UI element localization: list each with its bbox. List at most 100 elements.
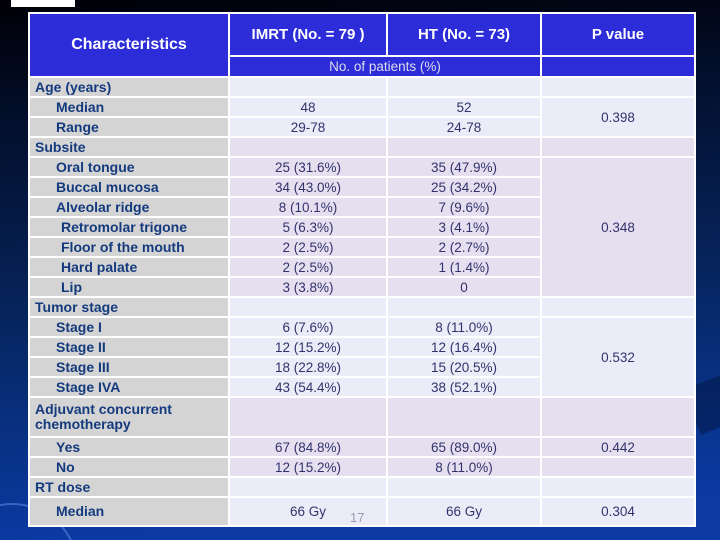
slide-top-tab-decoration [11, 0, 75, 7]
table-row: Stage III 18 (22.8%) 15 (20.5%) [30, 358, 694, 376]
p-value-cell: 0.304 [542, 498, 694, 525]
imrt-value-cell: 5 (6.3%) [230, 218, 386, 236]
row-label: Median [30, 498, 228, 525]
p-value-cell: 0.348 [542, 158, 694, 296]
column-header-p-value: P value [542, 14, 694, 55]
p-value-cell [542, 298, 694, 316]
ht-value-cell: 52 [388, 98, 540, 116]
column-header-characteristics: Characteristics [30, 14, 228, 76]
ht-value-cell: 7 (9.6%) [388, 198, 540, 216]
imrt-value-cell: 67 (84.8%) [230, 438, 386, 456]
imrt-value-cell: 2 (2.5%) [230, 258, 386, 276]
right-band-decoration [696, 0, 720, 540]
table-row: Buccal mucosa 34 (43.0%) 25 (34.2%) [30, 178, 694, 196]
table-row: Floor of the mouth 2 (2.5%) 2 (2.7%) [30, 238, 694, 256]
table-row: Stage II 12 (15.2%) 12 (16.4%) [30, 338, 694, 356]
ht-value-cell [388, 298, 540, 316]
row-label: Alveolar ridge [30, 198, 228, 216]
row-label: Stage IVA [30, 378, 228, 396]
p-value-cell [542, 478, 694, 496]
imrt-value-cell: 34 (43.0%) [230, 178, 386, 196]
row-label: Stage II [30, 338, 228, 356]
imrt-value-cell: 18 (22.8%) [230, 358, 386, 376]
characteristics-table: Characteristics IMRT (No. = 79 ) HT (No.… [28, 12, 696, 527]
ht-value-cell: 35 (47.9%) [388, 158, 540, 176]
ht-value-cell [388, 478, 540, 496]
table-row: Alveolar ridge 8 (10.1%) 7 (9.6%) [30, 198, 694, 216]
ht-value-cell: 24-78 [388, 118, 540, 136]
row-label: Yes [30, 438, 228, 456]
ht-value-cell: 15 (20.5%) [388, 358, 540, 376]
row-label: Range [30, 118, 228, 136]
ht-value-cell: 38 (52.1%) [388, 378, 540, 396]
ht-value-cell: 8 (11.0%) [388, 458, 540, 476]
table-row: Subsite [30, 138, 694, 156]
p-value-cell [542, 458, 694, 476]
row-label: Age (years) [30, 78, 228, 96]
p-value-cell [542, 78, 694, 96]
ht-value-cell [388, 78, 540, 96]
ht-value-cell: 1 (1.4%) [388, 258, 540, 276]
table-row: Adjuvant concurrent chemotherapy [30, 398, 694, 436]
column-header-ht: HT (No. = 73) [388, 14, 540, 55]
row-label: Stage I [30, 318, 228, 336]
ht-value-cell [388, 398, 540, 436]
table-row: Median 66 Gy 66 Gy 0.304 [30, 498, 694, 525]
imrt-value-cell: 12 (15.2%) [230, 338, 386, 356]
row-label: No [30, 458, 228, 476]
p-value-cell: 0.442 [542, 438, 694, 456]
row-label: Subsite [30, 138, 228, 156]
imrt-value-cell: 25 (31.6%) [230, 158, 386, 176]
row-label: Floor of the mouth [30, 238, 228, 256]
table-row: Oral tongue 25 (31.6%) 35 (47.9%) 0.348 [30, 158, 694, 296]
imrt-value-cell: 2 (2.5%) [230, 238, 386, 256]
column-header-imrt: IMRT (No. = 79 ) [230, 14, 386, 55]
row-label: Retromolar trigone [30, 218, 228, 236]
imrt-value-cell [230, 478, 386, 496]
imrt-value-cell: 3 (3.8%) [230, 278, 386, 296]
imrt-value-cell [230, 298, 386, 316]
imrt-value-cell [230, 138, 386, 156]
table-row: Range 29-78 24-78 [30, 118, 694, 136]
row-label: Tumor stage [30, 298, 228, 316]
ht-value-cell: 66 Gy [388, 498, 540, 525]
subheader-no-of-patients: No. of patients (%) [230, 57, 540, 76]
slide-page-number: 17 [350, 510, 365, 525]
table-header-row: Characteristics IMRT (No. = 79 ) HT (No.… [30, 14, 694, 76]
table-row: Tumor stage [30, 298, 694, 316]
table-row: Stage IVA 43 (54.4%) 38 (52.1%) [30, 378, 694, 396]
ht-value-cell: 8 (11.0%) [388, 318, 540, 336]
table-row: Lip 3 (3.8%) 0 [30, 278, 694, 296]
row-label: Oral tongue [30, 158, 228, 176]
p-value-cell: 0.532 [542, 318, 694, 396]
imrt-value-cell: 48 [230, 98, 386, 116]
table-row: No 12 (15.2%) 8 (11.0%) [30, 458, 694, 476]
table-row: Retromolar trigone 5 (6.3%) 3 (4.1%) [30, 218, 694, 236]
row-label: Hard palate [30, 258, 228, 276]
imrt-value-cell: 66 Gy [230, 498, 386, 525]
ht-value-cell: 0 [388, 278, 540, 296]
imrt-value-cell [230, 398, 386, 436]
table-row: Age (years) [30, 78, 694, 96]
p-value-cell [542, 138, 694, 156]
subheader-empty-cell [542, 57, 694, 76]
swoosh-arc-decoration [696, 369, 720, 435]
imrt-value-cell: 43 (54.4%) [230, 378, 386, 396]
row-label: Median [30, 98, 228, 116]
table-row: Yes 67 (84.8%) 65 (89.0%) 0.442 [30, 438, 694, 456]
imrt-value-cell [230, 78, 386, 96]
row-label: Buccal mucosa [30, 178, 228, 196]
imrt-value-cell: 8 (10.1%) [230, 198, 386, 216]
imrt-value-cell: 29-78 [230, 118, 386, 136]
ht-value-cell: 12 (16.4%) [388, 338, 540, 356]
row-label: Stage III [30, 358, 228, 376]
table-subheader-row: No. of patients (%) [30, 57, 694, 76]
ht-value-cell: 2 (2.7%) [388, 238, 540, 256]
p-value-cell [542, 398, 694, 436]
table-row: RT dose [30, 478, 694, 496]
ht-value-cell: 65 (89.0%) [388, 438, 540, 456]
row-label: RT dose [30, 478, 228, 496]
ht-value-cell [388, 138, 540, 156]
p-value-cell: 0.398 [542, 98, 694, 136]
